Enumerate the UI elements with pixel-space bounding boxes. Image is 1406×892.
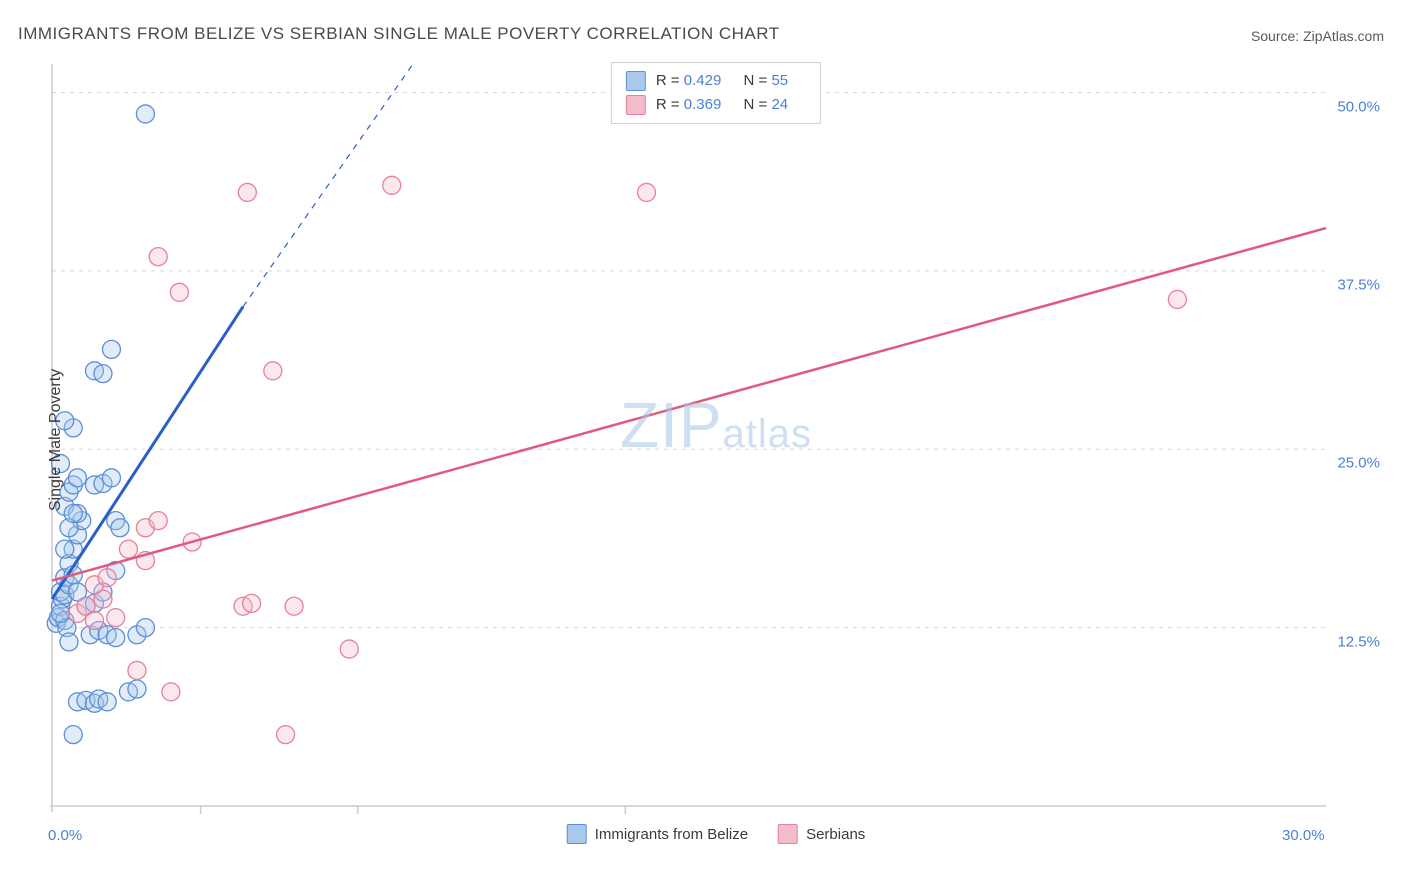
stats-row-series1: R = 0.429 N = 55	[626, 69, 806, 93]
y-tick-label: 12.5%	[1337, 633, 1380, 650]
legend-swatch-series2	[778, 824, 798, 844]
x-tick-label: 0.0%	[48, 827, 82, 844]
stats-row-series2: R = 0.369 N = 24	[626, 93, 806, 117]
legend-swatch-series1	[567, 824, 587, 844]
chart-title: IMMIGRANTS FROM BELIZE VS SERBIAN SINGLE…	[18, 24, 780, 44]
stats-swatch-series1	[626, 71, 646, 91]
plot-area: Single Male Poverty ZIPatlas R = 0.429 N…	[46, 60, 1386, 820]
y-tick-label: 50.0%	[1337, 98, 1380, 115]
legend-item-series2: Serbians	[778, 824, 865, 844]
y-tick-label: 25.0%	[1337, 455, 1380, 472]
x-tick-label: 30.0%	[1282, 827, 1325, 844]
legend-item-series1: Immigrants from Belize	[567, 824, 748, 844]
source-attribution: Source: ZipAtlas.com	[1251, 28, 1384, 44]
y-axis-label: Single Male Poverty	[47, 369, 65, 511]
legend-label-series1: Immigrants from Belize	[595, 826, 748, 843]
chart-svg	[46, 60, 1386, 820]
stats-swatch-series2	[626, 95, 646, 115]
y-tick-label: 37.5%	[1337, 276, 1380, 293]
source-link[interactable]: ZipAtlas.com	[1303, 28, 1384, 44]
stats-box: R = 0.429 N = 55 R = 0.369 N = 24	[611, 62, 821, 124]
source-label: Source:	[1251, 28, 1303, 44]
legend-bottom: Immigrants from Belize Serbians	[567, 824, 866, 844]
legend-label-series2: Serbians	[806, 826, 865, 843]
